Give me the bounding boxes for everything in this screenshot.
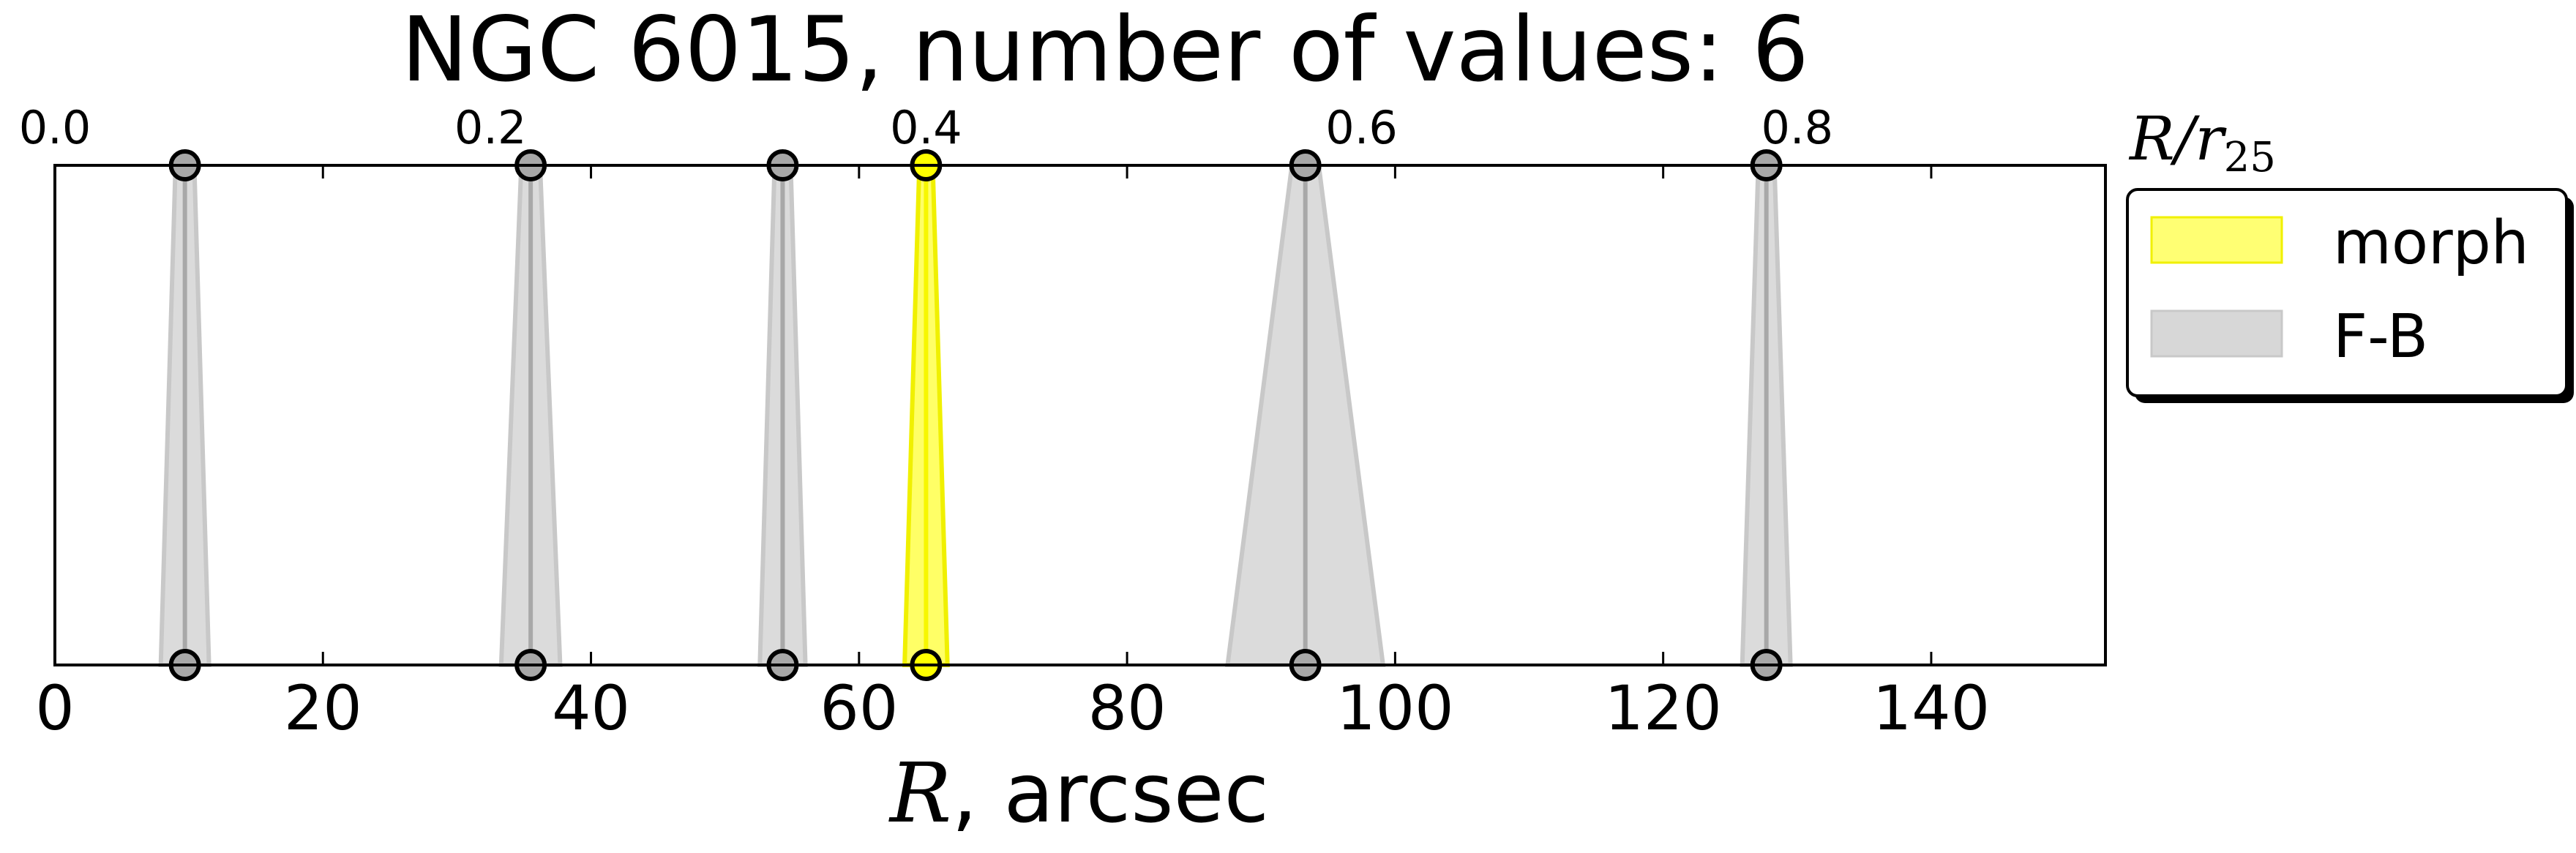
x-axis-label: R, arcsec [888, 746, 1269, 841]
legend-label-morph: morph [2333, 208, 2529, 278]
x-tick-label-3: 60 [820, 672, 898, 744]
legend-swatch-fb [2150, 309, 2283, 358]
x-tick-label-7: 140 [1873, 672, 1990, 744]
x-tick-label-4: 80 [1088, 672, 1167, 744]
x2-axis-label-sub: 25 [2224, 134, 2276, 181]
x-tick-label-0: 0 [35, 672, 74, 744]
x2-tick-label-1: 0.2 [454, 101, 527, 154]
chart-title: NGC 6015, number of values: 6 [401, 0, 1808, 102]
x-tick-label-1: 20 [284, 672, 362, 744]
x-tick-label-5: 100 [1336, 672, 1453, 744]
plot-frame [53, 164, 2107, 666]
x-axis-label-var: R [888, 746, 951, 841]
x-tick-label-2: 40 [552, 672, 630, 744]
plot-area [158, 149, 1793, 681]
x2-axis-label: R/r25 [2128, 105, 2276, 181]
x-axis-label-unit: , arcsec [951, 746, 1269, 841]
x2-tick-label-4: 0.8 [1761, 101, 1833, 154]
x2-axis-label-main: R/r [2128, 105, 2227, 174]
legend: morph F-B [2126, 188, 2574, 403]
legend-label-fb: F-B [2333, 302, 2428, 372]
x-tick-label-6: 120 [1604, 672, 1721, 744]
x2-tick-label-0: 0.0 [19, 101, 91, 154]
legend-swatch-morph [2150, 216, 2283, 264]
x2-tick-label-3: 0.6 [1325, 101, 1398, 154]
x2-tick-label-2: 0.4 [890, 101, 962, 154]
x-axis-top: 0.0 0.2 0.4 0.6 0.8 [19, 101, 1833, 154]
x-axis-bottom: 0 20 40 60 80 100 120 140 [35, 165, 1990, 744]
